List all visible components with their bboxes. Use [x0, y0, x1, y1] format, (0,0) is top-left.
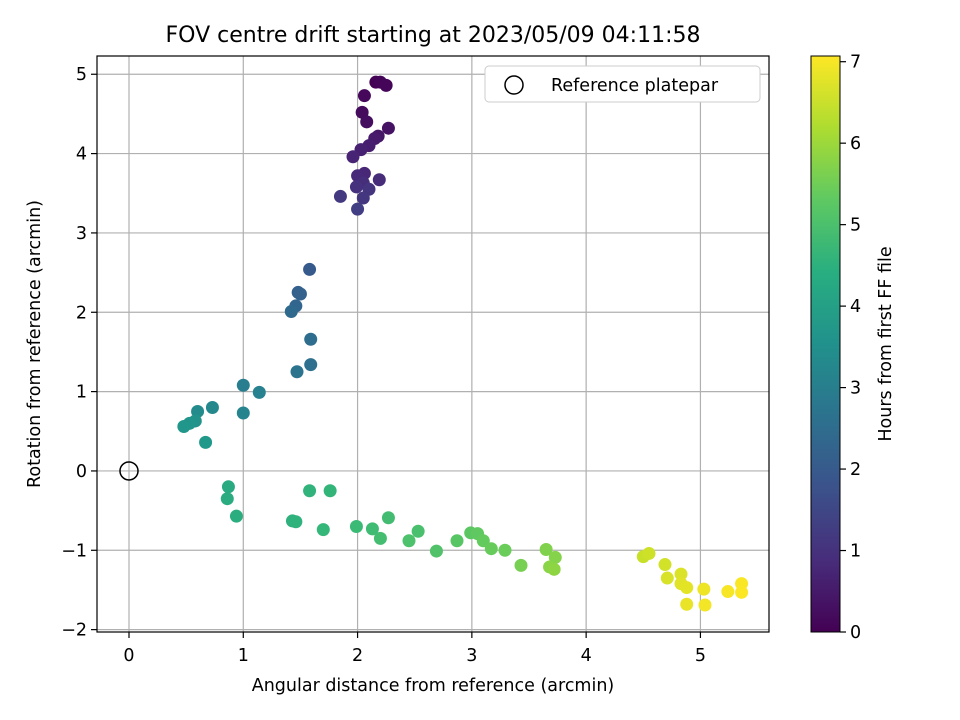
colorbar-tick-label: 1 [850, 542, 861, 562]
x-tick-label: 1 [238, 646, 249, 666]
colorbar-tick-label: 0 [850, 623, 861, 643]
y-axis-ticks: −2 −1 0 1 2 3 4 5 [61, 65, 97, 641]
colorbar-tick-label: 4 [850, 297, 861, 317]
data-point [680, 597, 694, 611]
data-point [303, 484, 317, 498]
data-point [539, 542, 553, 556]
data-point [498, 543, 512, 557]
data-point [411, 524, 425, 538]
data-point [381, 511, 395, 525]
data-point [199, 435, 213, 449]
colorbar-tick-label: 3 [850, 379, 861, 399]
data-point [357, 89, 371, 103]
y-tick-label: 4 [76, 145, 87, 165]
data-point [284, 304, 298, 318]
colorbar-tick-label: 5 [850, 216, 861, 236]
data-point [205, 400, 219, 414]
data-point [290, 365, 304, 379]
data-point [372, 173, 386, 187]
plot-area [97, 56, 769, 632]
colorbar-tick-label: 7 [850, 53, 861, 73]
y-tick-label: −2 [61, 621, 87, 641]
data-point [476, 534, 490, 548]
data-point [360, 115, 374, 129]
reference-platepar-marker [119, 461, 139, 481]
y-tick-label: 2 [76, 303, 87, 323]
data-point [293, 287, 307, 301]
data-point [323, 484, 337, 498]
x-tick-label: 4 [581, 646, 592, 666]
data-point [303, 262, 317, 276]
data-point [429, 544, 443, 558]
data-point [642, 546, 656, 560]
data-point [346, 150, 360, 164]
data-point [373, 531, 387, 545]
x-axis-label: Angular distance from reference (arcmin) [252, 676, 615, 696]
data-point [304, 358, 318, 372]
data-point [548, 550, 562, 564]
legend: Reference platepar [484, 65, 761, 103]
x-tick-label: 0 [123, 646, 134, 666]
data-point [221, 480, 235, 494]
data-point [333, 189, 347, 203]
data-point [236, 406, 250, 420]
data-point [236, 378, 250, 392]
data-point [514, 558, 528, 572]
x-tick-label: 2 [352, 646, 363, 666]
data-point [289, 515, 303, 529]
y-tick-label: 0 [76, 462, 87, 482]
data-points [177, 75, 749, 612]
data-point [450, 534, 464, 548]
data-point [484, 542, 498, 556]
plot-frame [96, 55, 770, 633]
data-point [316, 523, 330, 537]
data-point [365, 522, 379, 536]
data-point [547, 562, 561, 576]
legend-entry-reference-platepar: Reference platepar [551, 76, 719, 96]
y-tick-label: −1 [61, 541, 87, 561]
x-tick-label: 5 [695, 646, 706, 666]
data-point [379, 78, 393, 92]
data-point [721, 585, 735, 599]
data-point [229, 509, 243, 523]
colorbar-ticks: 0 1 2 3 4 5 6 7 [840, 53, 861, 643]
data-point [660, 571, 674, 585]
y-tick-label: 5 [76, 65, 87, 85]
legend-box [484, 65, 761, 103]
data-point [698, 598, 712, 612]
colorbar-label: Hours from first FF file [876, 246, 896, 441]
data-point [674, 567, 688, 581]
data-point [177, 420, 191, 434]
y-tick-label: 1 [76, 383, 87, 403]
chart-title: FOV centre drift starting at 2023/05/09 … [166, 23, 701, 48]
data-point [304, 332, 318, 346]
colorbar [810, 55, 841, 633]
x-tick-label: 3 [466, 646, 477, 666]
legend-marker [504, 75, 524, 95]
data-point [349, 519, 363, 533]
data-point [220, 492, 234, 506]
data-point [680, 581, 694, 595]
data-point [697, 582, 711, 596]
data-point [658, 558, 672, 572]
data-point [351, 202, 365, 216]
data-point [356, 191, 370, 205]
colorbar-tick-label: 6 [850, 134, 861, 154]
data-point [381, 121, 395, 135]
colorbar-tick-label: 2 [850, 460, 861, 480]
x-axis-ticks: 0 1 2 3 4 5 [123, 632, 706, 666]
data-point [349, 180, 363, 194]
data-point [402, 534, 416, 548]
y-axis-label: Rotation from reference (arcmin) [25, 200, 45, 488]
data-point [252, 385, 266, 399]
y-tick-label: 3 [76, 224, 87, 244]
data-point [735, 585, 749, 599]
